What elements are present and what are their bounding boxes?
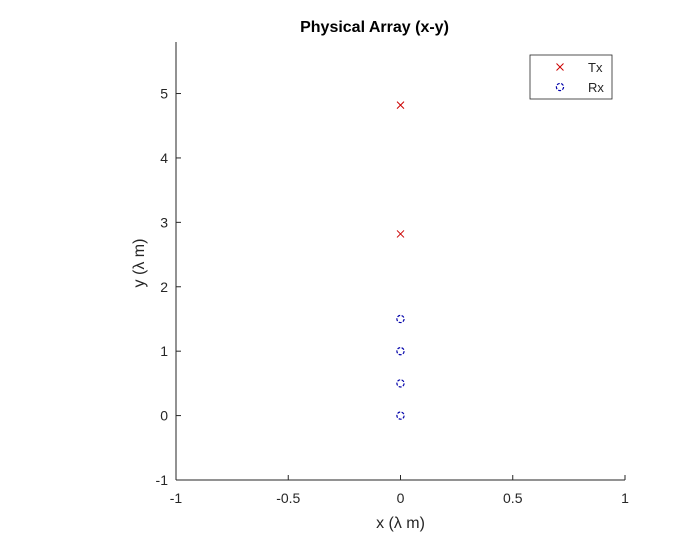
- legend-label: Rx: [588, 80, 604, 95]
- legend-label: Tx: [588, 60, 603, 75]
- rx-marker: [396, 314, 405, 324]
- tx-marker: [396, 101, 405, 109]
- legend-box: [529, 54, 613, 100]
- legend-tx-icon: [556, 63, 564, 71]
- y-tick-label: 5: [160, 86, 168, 102]
- chart-title: Physical Array (x-y): [300, 19, 449, 36]
- y-tick-label: 2: [160, 279, 168, 295]
- data-points: [396, 101, 405, 420]
- rx-marker: [396, 411, 405, 420]
- x-tick-label: -0.5: [276, 490, 300, 506]
- legend: Tx Rx: [529, 54, 613, 100]
- rx-marker: [396, 379, 405, 388]
- x-tick-label: 1: [621, 490, 629, 506]
- y-tick-label: 0: [160, 408, 168, 424]
- ticks: -1 -0.5 0 0.5 1 -1 0 1 2 3 4 5: [156, 86, 630, 506]
- x-axis-label: x (λ m): [376, 515, 425, 532]
- y-tick-label: 3: [160, 214, 168, 230]
- tx-marker: [396, 230, 405, 238]
- x-tick-label: 0.5: [503, 490, 523, 506]
- y-axis-label: y (λ m): [131, 239, 148, 288]
- y-tick-label: 4: [160, 150, 168, 166]
- rx-marker: [396, 346, 405, 356]
- x-tick-label: 0: [397, 490, 405, 506]
- axes: [175, 42, 625, 481]
- x-tick-label: -1: [170, 490, 183, 506]
- y-tick-label: 1: [160, 343, 168, 359]
- y-tick-label: -1: [156, 472, 169, 488]
- legend-rx-icon: [555, 82, 565, 92]
